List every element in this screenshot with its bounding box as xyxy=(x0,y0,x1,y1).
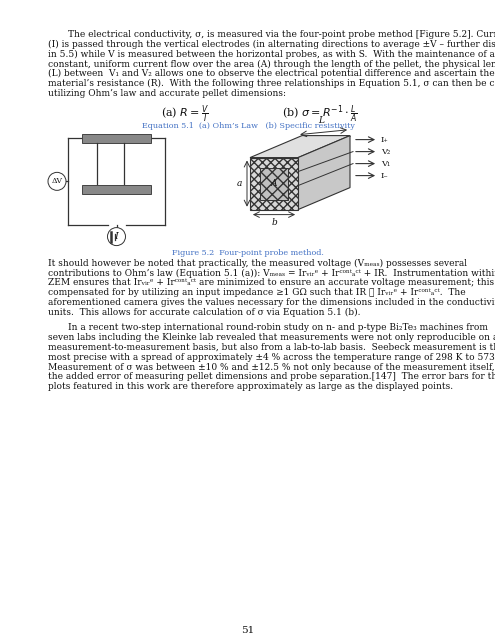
Text: units.  This allows for accurate calculation of σ via Equation 5.1 (b).: units. This allows for accurate calculat… xyxy=(48,308,360,317)
Text: Measurement of σ was between ±10 % and ±12.5 % not only because of the measureme: Measurement of σ was between ±10 % and ±… xyxy=(48,363,495,372)
Text: the added error of measuring pellet dimensions and probe separation.[147]  The e: the added error of measuring pellet dime… xyxy=(48,372,495,381)
Polygon shape xyxy=(298,136,350,209)
Text: V₁: V₁ xyxy=(381,159,390,168)
Text: plots featured in this work are therefore approximately as large as the displaye: plots featured in this work are therefor… xyxy=(48,382,453,391)
Text: most precise with a spread of approximately ±4 % across the temperature range of: most precise with a spread of approximat… xyxy=(48,353,495,362)
Text: seven labs including the Kleinke lab revealed that measurements were not only re: seven labs including the Kleinke lab rev… xyxy=(48,333,495,342)
Circle shape xyxy=(48,172,66,190)
Polygon shape xyxy=(250,136,350,157)
Text: utilizing Ohm’s law and accurate pellet dimensions:: utilizing Ohm’s law and accurate pellet … xyxy=(48,89,286,98)
Text: In a recent two-step international round-robin study on n- and p-type Bi₂Te₃ mac: In a recent two-step international round… xyxy=(68,323,488,332)
Text: The electrical conductivity, σ, is measured via the four-point probe method [Fig: The electrical conductivity, σ, is measu… xyxy=(68,30,495,39)
Text: (b) $\sigma = R^{-1} \cdot \frac{L}{A}$: (b) $\sigma = R^{-1} \cdot \frac{L}{A}$ xyxy=(282,104,358,125)
Text: a: a xyxy=(237,179,242,188)
Text: L: L xyxy=(318,116,324,125)
Text: I₊: I₊ xyxy=(381,136,389,143)
Text: I₋: I₋ xyxy=(381,172,389,180)
Text: V₂: V₂ xyxy=(381,148,390,156)
Text: ΔV: ΔV xyxy=(51,177,62,186)
Bar xyxy=(82,184,151,193)
Text: Equation 5.1  (a) Ohm’s Law   (b) Specific resistivity: Equation 5.1 (a) Ohm’s Law (b) Specific … xyxy=(142,122,354,129)
Text: material’s resistance (R).  With the following three relationships in Equation 5: material’s resistance (R). With the foll… xyxy=(48,79,495,88)
Text: compensated for by utilizing an input impedance ≥1 GΩ such that IR ≫ Irᵥᵢᵣᵉ + Ir: compensated for by utilizing an input im… xyxy=(48,288,466,297)
Text: b: b xyxy=(271,218,277,227)
Text: I: I xyxy=(114,232,118,241)
Text: in 5.5) while V is measured between the horizontal probes, as with S.  With the : in 5.5) while V is measured between the … xyxy=(48,50,495,59)
Polygon shape xyxy=(260,168,288,200)
Text: (a) $R = \frac{V}{I}$: (a) $R = \frac{V}{I}$ xyxy=(161,104,209,125)
Text: constant, uniform current flow over the area (A) through the length of the pelle: constant, uniform current flow over the … xyxy=(48,60,495,68)
Text: A: A xyxy=(271,179,277,188)
Text: measurement-to-measurement basis, but also from a lab-to-lab basis.  Seebeck mea: measurement-to-measurement basis, but al… xyxy=(48,343,495,352)
Text: contributions to Ohm’s law (Equation 5.1 (a)): Vₘₑₐₛ = Irᵥᵢᵣᵉ + Irᶜᵒⁿᵗₐᶜᵗ + IR. : contributions to Ohm’s law (Equation 5.1… xyxy=(48,268,495,278)
Text: ZEM ensures that Irᵥᵢᵣᵉ + Irᶜᵒⁿᵗₐᶜᵗ are minimized to ensure an accurate voltage : ZEM ensures that Irᵥᵢᵣᵉ + Irᶜᵒⁿᵗₐᶜᵗ are … xyxy=(48,278,495,287)
Text: Figure 5.2  Four-point probe method.: Figure 5.2 Four-point probe method. xyxy=(172,248,324,257)
Text: aforementioned camera gives the values necessary for the dimensions included in : aforementioned camera gives the values n… xyxy=(48,298,495,307)
Text: (I) is passed through the vertical electrodes (in alternating directions to aver: (I) is passed through the vertical elect… xyxy=(48,40,495,49)
Text: It should however be noted that practically, the measured voltage (Vₘₑₐₛ) posses: It should however be noted that practica… xyxy=(48,259,467,268)
Bar xyxy=(82,134,151,143)
Text: 51: 51 xyxy=(242,626,254,635)
Polygon shape xyxy=(250,157,298,209)
Text: (L) between  V₁ and V₂ allows one to observe the electrical potential difference: (L) between V₁ and V₂ allows one to obse… xyxy=(48,69,495,78)
Circle shape xyxy=(107,228,126,246)
